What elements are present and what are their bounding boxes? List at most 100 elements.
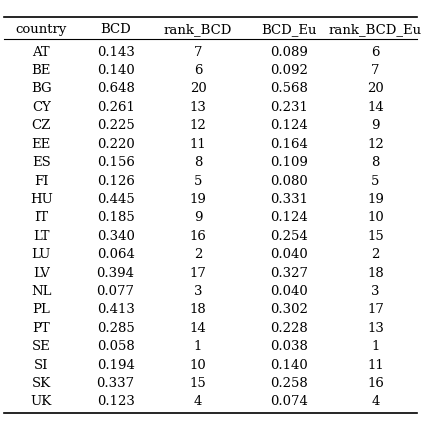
Text: 0.445: 0.445 — [97, 193, 134, 206]
Text: HU: HU — [30, 193, 53, 206]
Text: 15: 15 — [190, 377, 206, 390]
Text: 14: 14 — [190, 322, 206, 335]
Text: CZ: CZ — [32, 119, 51, 132]
Text: 0.077: 0.077 — [96, 285, 135, 298]
Text: 10: 10 — [190, 359, 206, 372]
Text: 4: 4 — [194, 396, 203, 408]
Text: 4: 4 — [371, 396, 380, 408]
Text: 0.040: 0.040 — [270, 285, 308, 298]
Text: 11: 11 — [190, 138, 206, 151]
Text: 11: 11 — [367, 359, 384, 372]
Text: 0.225: 0.225 — [97, 119, 134, 132]
Text: 18: 18 — [367, 267, 384, 280]
Text: BG: BG — [31, 83, 52, 95]
Text: 0.124: 0.124 — [270, 212, 308, 224]
Text: 0.231: 0.231 — [270, 101, 308, 114]
Text: 13: 13 — [190, 101, 207, 114]
Text: LU: LU — [32, 248, 51, 261]
Text: 6: 6 — [194, 64, 203, 77]
Text: 0.124: 0.124 — [270, 119, 308, 132]
Text: SK: SK — [32, 377, 51, 390]
Text: 16: 16 — [190, 230, 207, 243]
Text: 0.394: 0.394 — [96, 267, 135, 280]
Text: 0.337: 0.337 — [96, 377, 135, 390]
Text: 0.109: 0.109 — [270, 156, 308, 169]
Text: SI: SI — [34, 359, 48, 372]
Text: 1: 1 — [194, 340, 203, 353]
Text: 6: 6 — [371, 46, 380, 58]
Text: PT: PT — [32, 322, 50, 335]
Text: 0.340: 0.340 — [97, 230, 135, 243]
Text: 3: 3 — [371, 285, 380, 298]
Text: 0.254: 0.254 — [270, 230, 308, 243]
Text: NL: NL — [31, 285, 52, 298]
Text: 0.228: 0.228 — [270, 322, 308, 335]
Text: 7: 7 — [371, 64, 380, 77]
Text: 2: 2 — [371, 248, 380, 261]
Text: country: country — [16, 23, 67, 36]
Text: 0.413: 0.413 — [97, 304, 135, 316]
Text: AT: AT — [32, 46, 50, 58]
Text: 0.058: 0.058 — [97, 340, 134, 353]
Text: 0.285: 0.285 — [97, 322, 134, 335]
Text: 14: 14 — [367, 101, 384, 114]
Text: SE: SE — [32, 340, 51, 353]
Text: 0.074: 0.074 — [270, 396, 308, 408]
Text: 20: 20 — [190, 83, 206, 95]
Text: LT: LT — [33, 230, 50, 243]
Text: UK: UK — [31, 396, 52, 408]
Text: 16: 16 — [367, 377, 384, 390]
Text: BE: BE — [32, 64, 51, 77]
Text: 17: 17 — [367, 304, 384, 316]
Text: 10: 10 — [367, 212, 384, 224]
Text: 8: 8 — [371, 156, 380, 169]
Text: 9: 9 — [371, 119, 380, 132]
Text: 0.080: 0.080 — [270, 175, 308, 187]
Text: 0.140: 0.140 — [270, 359, 308, 372]
Text: rank_BCD: rank_BCD — [164, 23, 232, 36]
Text: 0.185: 0.185 — [97, 212, 134, 224]
Text: 19: 19 — [367, 193, 384, 206]
Text: 20: 20 — [367, 83, 384, 95]
Text: 12: 12 — [367, 138, 384, 151]
Text: FI: FI — [34, 175, 48, 187]
Text: 0.064: 0.064 — [97, 248, 135, 261]
Text: 0.302: 0.302 — [270, 304, 308, 316]
Text: EE: EE — [32, 138, 51, 151]
Text: PL: PL — [32, 304, 50, 316]
Text: 0.327: 0.327 — [270, 267, 308, 280]
Text: IT: IT — [34, 212, 48, 224]
Text: 9: 9 — [194, 212, 203, 224]
Text: 0.123: 0.123 — [97, 396, 135, 408]
Text: 8: 8 — [194, 156, 203, 169]
Text: 5: 5 — [194, 175, 203, 187]
Text: 0.194: 0.194 — [97, 359, 135, 372]
Text: 0.258: 0.258 — [270, 377, 308, 390]
Text: 0.092: 0.092 — [270, 64, 308, 77]
Text: CY: CY — [32, 101, 51, 114]
Text: 0.164: 0.164 — [270, 138, 308, 151]
Text: 7: 7 — [194, 46, 203, 58]
Text: 13: 13 — [367, 322, 384, 335]
Text: 1: 1 — [371, 340, 380, 353]
Text: 0.089: 0.089 — [270, 46, 308, 58]
Text: BCD_Eu: BCD_Eu — [261, 23, 317, 36]
Text: LV: LV — [33, 267, 50, 280]
Text: 15: 15 — [367, 230, 384, 243]
Text: 0.220: 0.220 — [97, 138, 134, 151]
Text: 3: 3 — [194, 285, 203, 298]
Text: 0.040: 0.040 — [270, 248, 308, 261]
Text: 18: 18 — [190, 304, 206, 316]
Text: 0.331: 0.331 — [270, 193, 308, 206]
Text: 0.261: 0.261 — [97, 101, 135, 114]
Text: 0.038: 0.038 — [270, 340, 308, 353]
Text: 0.143: 0.143 — [97, 46, 135, 58]
Text: 0.648: 0.648 — [97, 83, 135, 95]
Text: ES: ES — [32, 156, 51, 169]
Text: 0.126: 0.126 — [97, 175, 135, 187]
Text: 12: 12 — [190, 119, 206, 132]
Text: 19: 19 — [190, 193, 207, 206]
Text: 0.140: 0.140 — [97, 64, 134, 77]
Text: 2: 2 — [194, 248, 203, 261]
Text: 17: 17 — [190, 267, 207, 280]
